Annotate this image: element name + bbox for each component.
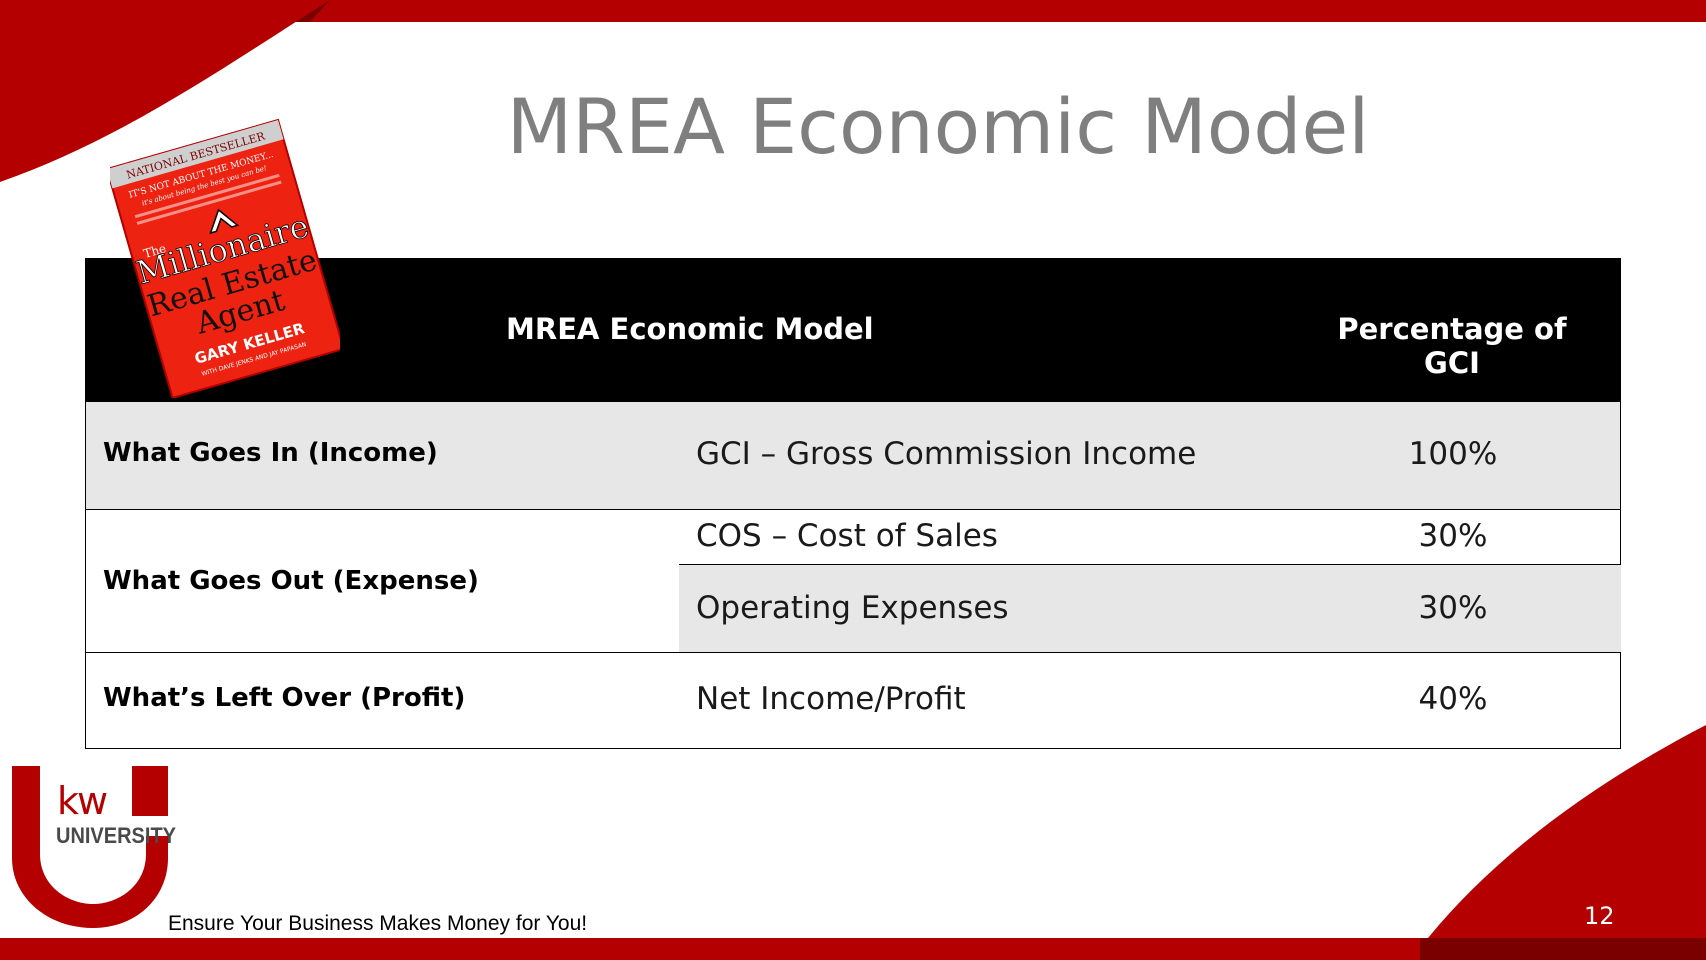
book-cover-image: NATIONAL BESTSELLER IT'S NOT ABOUT THE M… bbox=[110, 118, 340, 398]
row-item: Net Income/Profit bbox=[696, 681, 966, 717]
row-percentage: 100% bbox=[1408, 436, 1498, 472]
row-percentage: 30% bbox=[1418, 590, 1488, 626]
row-percentage: 40% bbox=[1418, 681, 1488, 717]
top-left-swoosh bbox=[0, 0, 330, 182]
logo-red-square bbox=[132, 766, 168, 816]
row-item: Operating Expenses bbox=[696, 590, 1009, 626]
page-number: 12 bbox=[1584, 902, 1615, 930]
kw-university-logo: kw UNIVERSITY bbox=[12, 766, 176, 928]
row-item: GCI – Gross Commission Income bbox=[696, 436, 1197, 472]
bottom-bar bbox=[0, 938, 1706, 960]
row-label: What’s Left Over (Profit) bbox=[103, 683, 466, 713]
bottom-right-dark-accent bbox=[1420, 938, 1706, 960]
logo-university-text: UNIVERSITY bbox=[56, 823, 176, 848]
header-percentage: Percentage of GCI bbox=[1337, 312, 1567, 380]
top-bar bbox=[0, 0, 1706, 22]
table-row: What’s Left Over (Profit) Net Income/Pro… bbox=[85, 653, 1621, 749]
row-item: COS – Cost of Sales bbox=[696, 518, 998, 554]
book-emblem-icon bbox=[209, 208, 240, 235]
logo-u-shape bbox=[12, 766, 168, 928]
slide-title: MREA Economic Model bbox=[506, 82, 1370, 171]
sub-row-shade bbox=[679, 565, 1621, 652]
header-model: MREA Economic Model bbox=[506, 312, 874, 346]
footer-tagline: Ensure Your Business Makes Money for You… bbox=[168, 912, 588, 935]
table-row: What Goes In (Income) GCI – Gross Commis… bbox=[85, 402, 1621, 510]
table-row-group: What Goes Out (Expense) COS – Cost of Sa… bbox=[85, 510, 1621, 653]
row-percentage: 30% bbox=[1418, 518, 1488, 554]
sub-row-divider bbox=[679, 564, 1621, 565]
bottom-right-swoosh bbox=[1428, 725, 1706, 938]
row-label: What Goes In (Income) bbox=[103, 438, 438, 468]
book-the: The bbox=[142, 241, 168, 261]
logo-kw-text: kw bbox=[57, 779, 107, 823]
row-label: What Goes Out (Expense) bbox=[103, 566, 479, 596]
table-header: MREA Economic Model Percentage of GCI bbox=[85, 258, 1621, 402]
